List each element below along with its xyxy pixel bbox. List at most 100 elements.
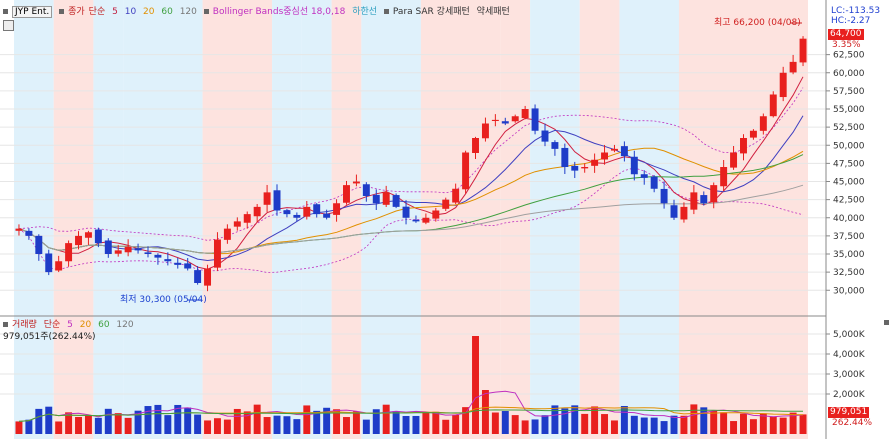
volume-tick-label: 4,000K [833, 350, 866, 360]
candle-body [491, 119, 499, 122]
candle-body [75, 235, 82, 246]
candle-body [323, 213, 331, 218]
trend-band [678, 0, 808, 439]
candle-body [164, 259, 172, 262]
candle-body [462, 152, 470, 190]
ma-line-70 [18, 184, 804, 254]
volume-bar [35, 408, 43, 434]
volume-bar [501, 411, 509, 434]
chart-menu-button[interactable] [3, 20, 14, 31]
candle-body [184, 263, 192, 269]
trend-band [123, 0, 203, 439]
volume-bar [382, 404, 390, 434]
volume-bar [799, 414, 807, 434]
candle-body [571, 165, 579, 171]
volume-bar [55, 421, 63, 434]
candle-body [303, 206, 311, 217]
volume-bar [94, 417, 102, 434]
volume-bar [402, 415, 410, 434]
candle-body [412, 219, 420, 222]
trend-band [53, 0, 94, 439]
volume-bar [422, 411, 430, 434]
candle-body [45, 253, 53, 273]
volume-bar [491, 412, 499, 434]
volume-tick-label: 5,000K [833, 330, 866, 340]
volume-bar [372, 409, 380, 434]
candle-body [372, 194, 380, 204]
volume-bar [25, 419, 33, 434]
candle-body [402, 206, 410, 218]
candle-body [551, 142, 559, 149]
price-tick-label: 30,000 [833, 286, 865, 296]
price-tick-label: 57,500 [833, 87, 865, 97]
volume-bar [749, 419, 757, 434]
volume-bar [253, 404, 261, 434]
candle-body [382, 192, 390, 205]
volume-bar [134, 410, 142, 434]
volume-bar [690, 404, 698, 434]
volume-bar [213, 418, 221, 434]
volume-bar [45, 406, 53, 434]
volume-bar [779, 417, 787, 434]
candle-body [273, 190, 281, 211]
bollinger-upper [18, 87, 804, 241]
volume-bar [630, 415, 638, 434]
candle-body [730, 152, 738, 168]
last-volume-tag: 979,051 [828, 407, 870, 418]
candle-body [362, 184, 370, 196]
candle-body [620, 146, 628, 157]
volume-bar [65, 412, 73, 434]
volume-bar [591, 406, 599, 434]
candlesticks [15, 22, 807, 301]
volume-bar [352, 411, 360, 434]
candle-body [174, 262, 182, 265]
volume-legend: 거래량 단순 5 20 60 120 [3, 319, 138, 331]
volume-bar [263, 417, 271, 434]
candle-body [601, 152, 609, 160]
trend-band [579, 0, 620, 439]
volume-bar [670, 415, 678, 434]
volume-bar [124, 417, 132, 434]
price-tick-label: 37,500 [833, 232, 865, 242]
trend-band [530, 0, 580, 439]
candle-body [223, 228, 231, 240]
candle-body [263, 192, 271, 205]
volume-axis: 2,000K 3,000K 4,000K 5,000K [826, 330, 866, 400]
candle-body [432, 210, 440, 219]
volume-bar [700, 407, 708, 434]
candle-body [501, 121, 509, 124]
candle-body [293, 214, 301, 218]
candle-body [55, 261, 63, 271]
candle-body [243, 214, 251, 223]
trend-band [500, 0, 531, 439]
candle-body [154, 254, 162, 258]
candle-body [610, 148, 618, 151]
volume-bar [521, 420, 529, 434]
candle-body [343, 185, 350, 203]
price-tick-label: 47,500 [833, 159, 865, 169]
price-tick-label: 35,000 [833, 250, 865, 260]
candle-body [25, 230, 33, 236]
candle-body [680, 206, 688, 220]
price-tick-label: 45,000 [833, 178, 865, 188]
volume-bar [194, 414, 202, 434]
volume-bar [531, 419, 539, 434]
price-tick-label: 62,500 [833, 51, 865, 61]
volume-tick-label: 3,000K [833, 370, 866, 380]
volume-bar [313, 410, 321, 434]
candle-body [233, 221, 241, 227]
volume-bar [273, 415, 281, 434]
volume-bar [680, 415, 688, 434]
price-tick-label: 32,500 [833, 268, 865, 278]
candle-body [333, 203, 341, 215]
volume-pane-button[interactable] [884, 320, 889, 325]
volume-bar [412, 415, 420, 434]
symbol-label[interactable]: JYP Ent. [12, 6, 53, 18]
volume-bar [204, 420, 212, 434]
candle-body [541, 130, 549, 142]
volume-bar [561, 408, 569, 434]
candle-body [511, 116, 519, 122]
volume-bars [15, 336, 807, 434]
price-tick-label: 40,000 [833, 214, 865, 224]
volume-bar [174, 404, 182, 434]
